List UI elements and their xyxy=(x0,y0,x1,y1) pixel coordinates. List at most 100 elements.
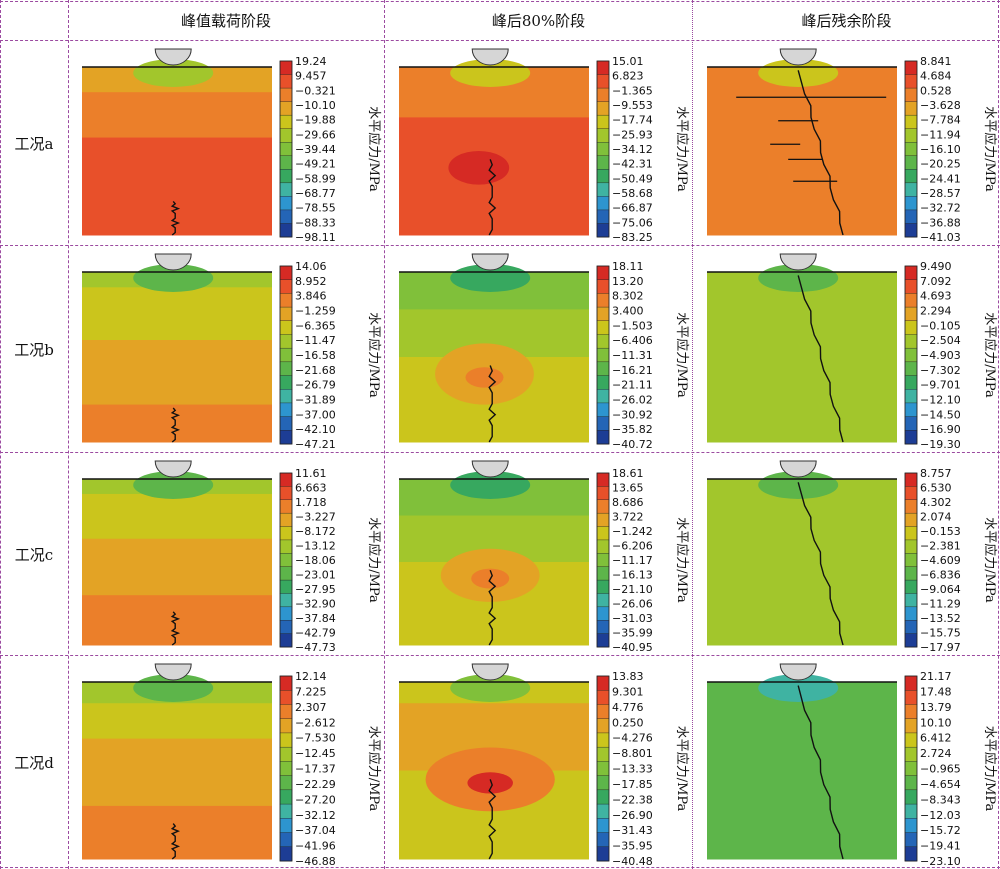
colorbar-tick-label: −39.44 xyxy=(295,143,336,156)
colorbar-tick-label: −37.00 xyxy=(295,408,336,421)
grid-line-horizontal xyxy=(0,40,1000,41)
specimen xyxy=(707,471,897,646)
colorbar-tick-label: −31.43 xyxy=(612,824,653,837)
colorbar-swatch xyxy=(596,293,610,308)
colorbar-swatch xyxy=(279,526,293,541)
colorbar-tick-label: −31.89 xyxy=(295,394,336,407)
colorbar-swatch xyxy=(279,87,293,103)
colorbar-tick-label: 7.225 xyxy=(295,685,327,698)
colorbar-tick-label: 8.302 xyxy=(612,290,644,303)
colorbar-swatch xyxy=(596,182,610,197)
colorbar-swatch xyxy=(279,690,293,705)
crack-path xyxy=(797,482,844,646)
colorbar-tick-label: 8.952 xyxy=(295,275,327,288)
colorbar-tick-label: −16.90 xyxy=(920,423,961,436)
colorbar-tick-label: 0.250 xyxy=(612,716,644,729)
colorbar-tick-label: −6.206 xyxy=(612,540,653,553)
colorbar-swatch xyxy=(904,846,918,862)
indenter-contact-zone xyxy=(758,471,839,499)
colorbar-tick-label: −34.12 xyxy=(612,143,653,156)
colorbar-tick-label: −18.06 xyxy=(295,554,336,567)
colorbar-tick-label: −19.88 xyxy=(295,114,336,127)
colorbar-title: 水平应力/MPa xyxy=(982,726,998,812)
colorbar-swatch xyxy=(596,832,610,848)
colorbar-tick-label: −10.10 xyxy=(295,99,336,112)
colorbar-tick-label: 21.17 xyxy=(920,670,952,683)
colorbar-tick-label: 0.528 xyxy=(920,84,952,97)
colorbar-swatch xyxy=(279,430,293,445)
colorbar-tick-label: −32.90 xyxy=(295,598,336,611)
colorbar-tick-label: −20.25 xyxy=(920,158,961,171)
colorbar-swatch xyxy=(279,361,293,377)
grid-line-vertical xyxy=(384,0,385,869)
colorbar-tick-label: −36.88 xyxy=(920,216,961,229)
colorbar-swatch xyxy=(279,155,293,170)
colorbar-swatch xyxy=(904,593,918,608)
indenter-icon xyxy=(471,460,509,478)
colorbar-swatch xyxy=(904,334,918,349)
colorbar-swatch xyxy=(904,690,918,705)
grid-line-vertical xyxy=(692,0,693,869)
colorbar-swatch xyxy=(904,761,918,777)
colorbar-tick-label: −42.31 xyxy=(612,158,653,171)
colorbar-swatch xyxy=(904,579,918,594)
indenter-icon xyxy=(779,48,817,66)
panel-b-peak: 14.06 8.952 3.846 −1.259 −6.365 −11.47 −16.58 −… xyxy=(68,246,384,452)
colorbar-swatch xyxy=(596,775,610,791)
grid-line-vertical xyxy=(0,0,1,869)
colorbar-swatch xyxy=(596,169,610,184)
colorbar-tick-label: −6.836 xyxy=(920,569,961,582)
colorbar-swatch xyxy=(904,633,918,648)
colorbar-swatch xyxy=(904,347,918,363)
colorbar-tick-label: −0.105 xyxy=(920,319,961,332)
specimen xyxy=(707,674,897,860)
colorbar-swatch xyxy=(279,265,293,281)
colorbar-tick-label: −2.612 xyxy=(295,716,336,729)
indenter-contact-zone xyxy=(133,471,214,499)
colorbar-swatch xyxy=(904,389,918,404)
stress-contour-d-residual: 21.17 17.48 13.79 10.10 6.412 2.724 −0.965 −4.6… xyxy=(707,663,998,868)
colorbar-tick-label: −26.79 xyxy=(295,379,336,392)
colorbar-swatch xyxy=(596,265,610,281)
colorbar-swatch xyxy=(904,196,918,211)
colorbar-swatch xyxy=(904,553,918,568)
colorbar-tick-label: −21.11 xyxy=(612,379,653,392)
colorbar-tick-label: −17.97 xyxy=(920,641,961,654)
colorbar-swatch xyxy=(596,746,610,762)
colorbar-swatch xyxy=(279,775,293,791)
colorbar-tick-label: −8.172 xyxy=(295,525,336,538)
colorbar-tick-label: 11.61 xyxy=(295,467,327,480)
colorbar-swatch xyxy=(904,306,918,322)
colorbar-tick-label: 4.776 xyxy=(612,701,644,714)
colorbar-tick-label: −2.381 xyxy=(920,540,961,553)
colorbar: 21.17 17.48 13.79 10.10 6.412 2.724 −0.965 −4.6… xyxy=(904,670,961,868)
colorbar-tick-label: 17.48 xyxy=(920,685,952,698)
colorbar-swatch xyxy=(279,579,293,594)
colorbar-tick-label: −42.79 xyxy=(295,627,336,640)
colorbar: 14.06 8.952 3.846 −1.259−6.365 −11.47 −16.58 −… xyxy=(279,260,336,451)
colorbar-swatch xyxy=(279,223,293,238)
colorbar-tick-label: −7.530 xyxy=(295,732,336,745)
colorbar-swatch xyxy=(279,334,293,349)
colorbar-swatch xyxy=(279,182,293,197)
colorbar-swatch xyxy=(904,718,918,734)
colorbar-swatch xyxy=(904,430,918,445)
panel-b-post80: 18.11 13.20 8.302 3.400 −1.503 −6.406 −11.31 −1… xyxy=(385,246,692,452)
stress-contour-b-post80: 18.11 13.20 8.302 3.400−1.503 −6.406 −11.31 −1… xyxy=(399,253,690,451)
colorbar-tick-label: −47.21 xyxy=(295,438,336,451)
colorbar-tick-label: −75.06 xyxy=(612,216,653,229)
colorbar-title: 水平应力/MPa xyxy=(982,106,998,192)
colorbar-title: 水平应力/MPa xyxy=(366,726,382,812)
grid-line-horizontal xyxy=(0,1,1000,2)
colorbar-swatch xyxy=(904,114,918,130)
colorbar-swatch xyxy=(279,675,293,691)
contour-band xyxy=(82,493,272,540)
crack-path xyxy=(170,200,181,236)
crack-path xyxy=(488,570,497,646)
stress-concentration xyxy=(448,151,510,185)
colorbar-tick-label: −12.10 xyxy=(920,394,961,407)
colorbar-tick-label: −16.10 xyxy=(920,143,961,156)
specimen xyxy=(399,59,589,236)
